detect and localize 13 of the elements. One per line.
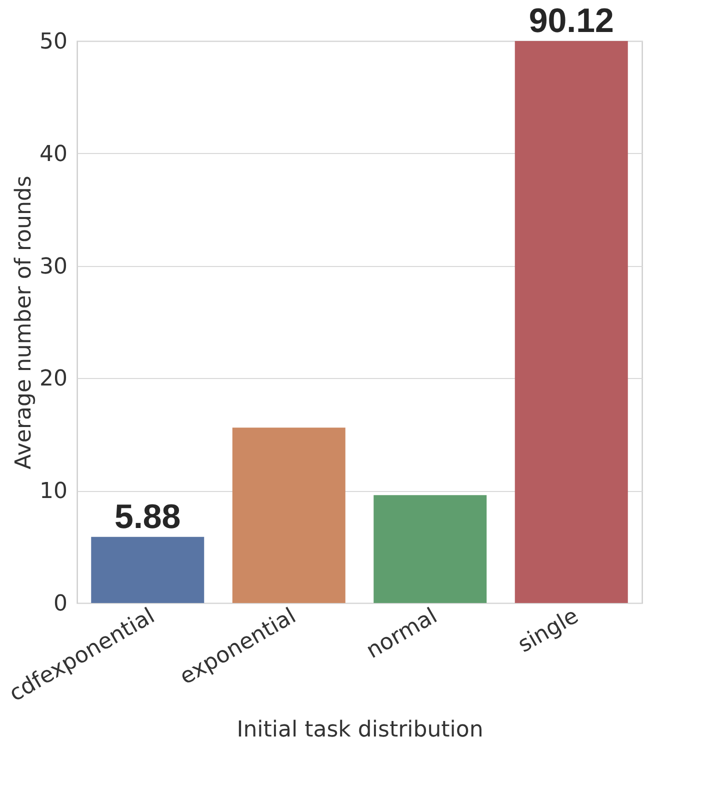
bar [91, 536, 204, 603]
bar [374, 495, 487, 603]
y-tick-label: 40 [40, 142, 68, 167]
y-axis-title: Average number of rounds [12, 176, 37, 470]
y-tick-label: 20 [40, 366, 68, 392]
x-axis-title: Initial task distribution [236, 717, 484, 742]
y-tick-label: 10 [40, 479, 68, 504]
annotation: 90.12 [528, 2, 614, 40]
y-tick-label: 50 [40, 30, 68, 54]
bar [232, 428, 346, 603]
y-tick-label: 30 [40, 254, 68, 280]
data-label: 5.88 [114, 498, 181, 536]
bar [514, 41, 628, 603]
